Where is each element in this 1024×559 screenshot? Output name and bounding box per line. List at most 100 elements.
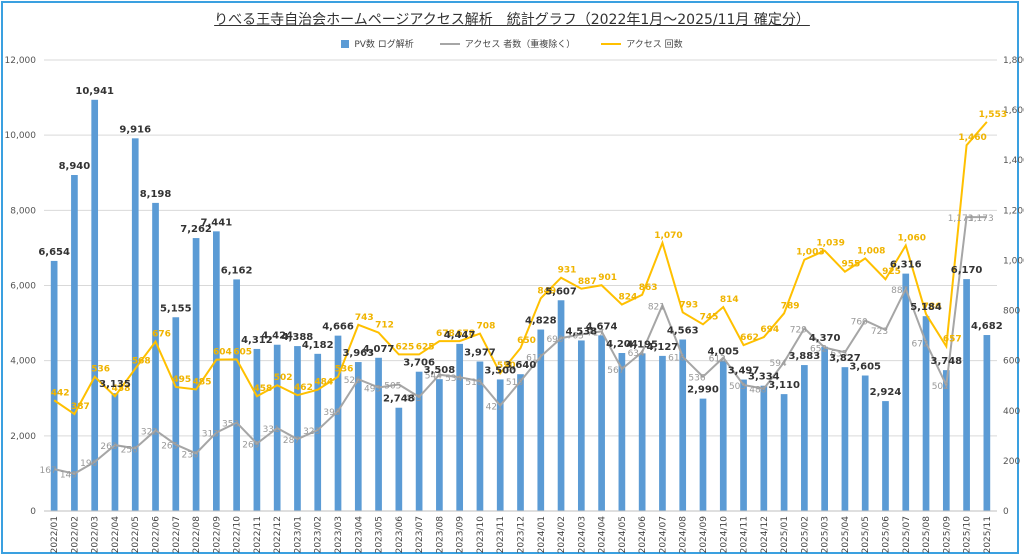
x-tick-label: 2022/09 xyxy=(212,516,222,554)
bar xyxy=(598,335,605,511)
data-label-pv: 4,424 xyxy=(261,331,293,342)
data-label-unique-visitors: 149 xyxy=(60,471,77,481)
data-label-unique-visitors: 760 xyxy=(851,318,868,328)
data-label-access-count: 502 xyxy=(274,373,293,383)
data-label-unique-visitors: 323 xyxy=(303,427,320,437)
data-label-pv: 6,316 xyxy=(890,260,922,271)
data-label-pv: 3,827 xyxy=(829,353,861,364)
data-label-pv: 5,607 xyxy=(545,286,577,297)
data-label-pv: 5,184 xyxy=(910,302,942,313)
x-tick-label: 2025/03 xyxy=(821,516,831,553)
x-tick-label: 2023/02 xyxy=(314,516,324,553)
data-label-access-count: 604 xyxy=(213,348,232,358)
legend-swatch-pv xyxy=(341,39,350,48)
bar xyxy=(395,407,403,511)
data-label-unique-visitors: 518 xyxy=(465,378,482,388)
bar xyxy=(111,393,119,511)
data-label-access-count: 536 xyxy=(91,365,110,375)
x-tick-label: 2023/12 xyxy=(517,516,527,553)
bar xyxy=(375,357,382,511)
data-label-access-count: 1,003 xyxy=(796,248,824,258)
bar xyxy=(963,279,970,511)
data-label-unique-visitors: 821 xyxy=(648,302,665,312)
bar xyxy=(821,346,828,511)
data-label-unique-visitors: 536 xyxy=(688,374,705,384)
x-tick-label: 2025/04 xyxy=(841,516,851,554)
data-label-pv: 3,508 xyxy=(424,365,456,376)
data-label-unique-visitors: 567 xyxy=(607,366,624,376)
legend-item-access-count: アクセス 回数 xyxy=(601,37,683,50)
bar xyxy=(91,99,99,511)
bar xyxy=(436,379,443,511)
data-label-access-count: 849 xyxy=(537,286,556,296)
data-label-unique-visitors: 196 xyxy=(80,459,97,469)
y-right-tick-label: 1,000 xyxy=(1003,256,1024,266)
data-label-pv: 4,674 xyxy=(586,321,618,332)
x-tick-label: 2023/01 xyxy=(293,516,303,553)
data-label-unique-visitors: 230 xyxy=(181,450,198,460)
data-label-unique-visitors: 1,173 xyxy=(948,214,974,224)
data-label-pv: 3,497 xyxy=(728,366,760,377)
x-tick-label: 2025/06 xyxy=(881,516,891,554)
data-label-unique-visitors: 455 xyxy=(405,394,422,404)
x-tick-label: 2022/02 xyxy=(70,516,80,553)
data-label-pv: 3,748 xyxy=(930,356,962,367)
data-label-access-count: 458 xyxy=(254,384,273,394)
y-right-tick-label: 1,800 xyxy=(1003,56,1024,66)
data-label-access-count: 925 xyxy=(882,267,901,277)
y-right-tick-label: 1,400 xyxy=(1003,156,1024,166)
data-label-unique-visitors: 652 xyxy=(810,345,827,355)
data-label-pv: 4,182 xyxy=(302,340,334,351)
bar xyxy=(294,346,301,511)
y-right-tick-label: 200 xyxy=(1003,457,1020,467)
x-tick-label: 2023/09 xyxy=(456,516,466,554)
x-tick-label: 2024/04 xyxy=(598,516,608,554)
x-tick-label: 2024/09 xyxy=(699,516,709,554)
data-label-access-count: 863 xyxy=(639,283,658,293)
bar xyxy=(841,367,849,511)
data-label-access-count: 662 xyxy=(740,333,759,343)
bar xyxy=(882,401,889,511)
bar xyxy=(192,238,200,512)
x-tick-label: 2025/10 xyxy=(963,516,973,554)
bar xyxy=(780,394,788,511)
x-tick-label: 2025/09 xyxy=(942,516,952,554)
x-tick-label: 2023/05 xyxy=(375,516,385,553)
data-label-access-count: 387 xyxy=(71,402,90,412)
data-label-unique-visitors: 313 xyxy=(202,430,219,440)
data-label-pv: 7,441 xyxy=(201,217,233,228)
x-tick-label: 2025/05 xyxy=(861,516,871,553)
data-label-pv: 3,883 xyxy=(789,351,821,362)
bar xyxy=(354,362,362,511)
y-left-tick-label: 2,000 xyxy=(10,432,36,442)
x-tick-label: 2025/08 xyxy=(922,516,932,554)
data-label-access-count: 887 xyxy=(578,277,597,287)
legend-item-unique-visitors: アクセス 者数（重複除く） xyxy=(439,37,575,50)
x-tick-label: 2023/07 xyxy=(415,516,425,553)
y-left-tick-label: 10,000 xyxy=(5,131,37,141)
y-right-tick-label: 0 xyxy=(1003,507,1009,517)
data-label-access-count: 931 xyxy=(558,266,577,276)
x-tick-label: 2023/04 xyxy=(354,516,364,554)
data-label-access-count: 462 xyxy=(294,383,313,393)
x-tick-label: 2024/02 xyxy=(557,516,567,553)
x-tick-label: 2025/01 xyxy=(780,516,790,553)
x-tick-label: 2024/08 xyxy=(679,516,689,554)
data-label-unique-visitors: 690 xyxy=(546,335,563,345)
bar xyxy=(334,335,342,511)
data-label-access-count: 743 xyxy=(355,313,374,323)
data-label-unique-visitors: 502 xyxy=(932,382,949,392)
data-label-pv: 8,940 xyxy=(59,161,91,172)
data-label-access-count: 676 xyxy=(152,330,171,340)
data-label-pv: 4,195 xyxy=(626,339,658,350)
bar xyxy=(233,279,240,511)
data-label-unique-visitors: 399 xyxy=(323,408,340,418)
x-tick-label: 2022/10 xyxy=(233,516,243,554)
data-label-pv: 2,990 xyxy=(687,385,719,396)
data-label-unique-visitors: 322 xyxy=(141,427,158,437)
data-label-pv: 5,155 xyxy=(160,303,192,314)
data-label-unique-visitors: 612 xyxy=(709,355,726,365)
data-label-access-count: 708 xyxy=(477,322,496,332)
data-label-unique-visitors: 672 xyxy=(911,340,928,350)
x-tick-label: 2023/03 xyxy=(334,516,344,553)
